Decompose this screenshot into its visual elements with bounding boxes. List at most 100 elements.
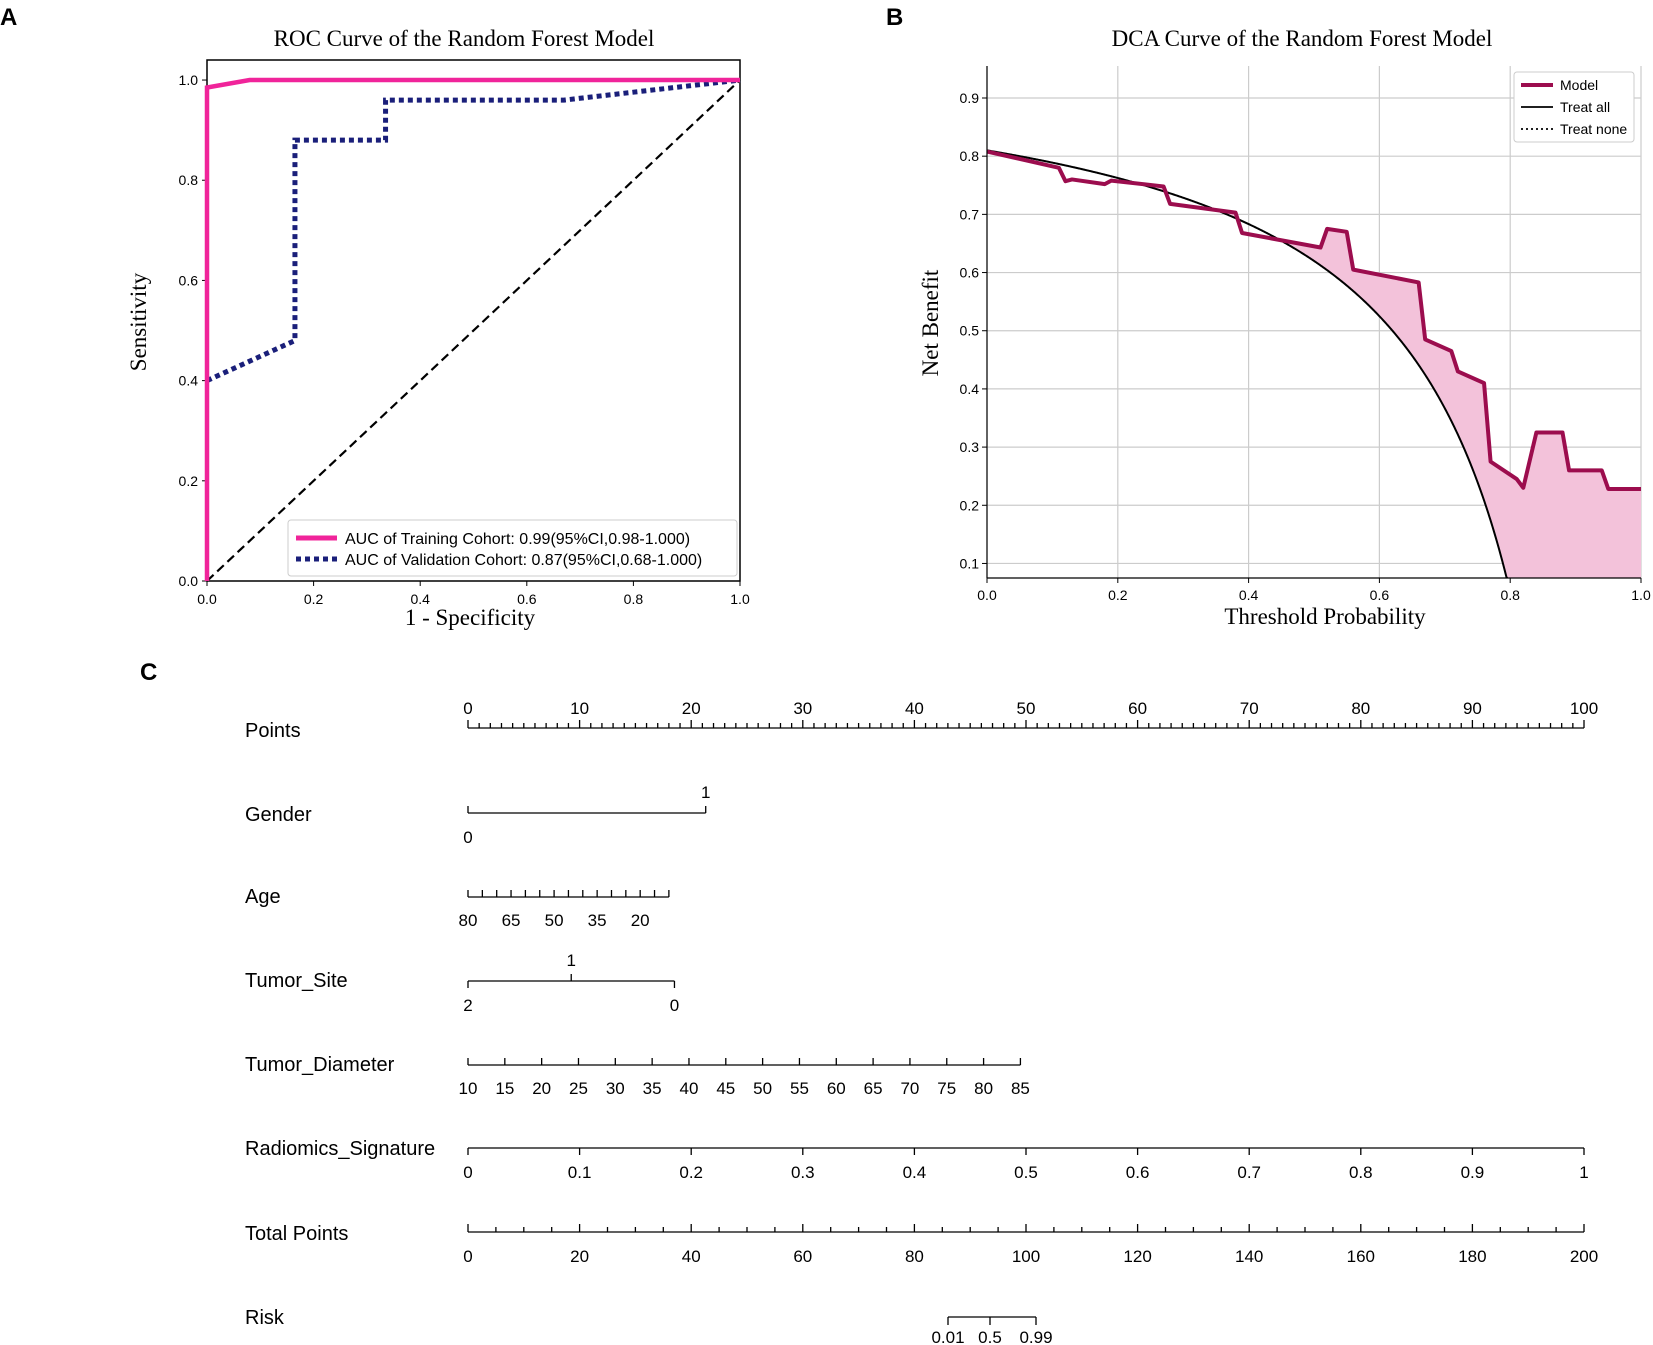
nomo-points-tick-label: 80: [1351, 699, 1370, 718]
nomo-total-tick-label: 160: [1347, 1247, 1375, 1266]
nomo-age-tick-label: 20: [631, 911, 650, 930]
nomo-risk-tick-label: 0.5: [978, 1328, 1002, 1345]
dca-xtick-label: 1.0: [1631, 587, 1651, 603]
roc-legend-valid-label: AUC of Validation Cohort: 0.87(95%CI,0.6…: [345, 552, 702, 569]
nomo-diameter-tick-label: 50: [753, 1079, 772, 1098]
roc-xtick-label: 0.8: [624, 591, 644, 607]
panel-label-c: C: [140, 659, 157, 686]
roc-series: [204, 77, 741, 582]
dca-series: [986, 149, 1641, 579]
panel-a: A ROC Curve of the Random Forest Model 0…: [0, 4, 750, 630]
dca-legend-box: [1513, 71, 1635, 143]
nomo-radiomics-tick-label: 0.4: [903, 1163, 927, 1182]
dca-ytick-label: 0.5: [960, 323, 980, 339]
roc-xlabel: 1 - Specificity: [405, 605, 536, 630]
roc-axis-ticks: 0.0 0.2 0.4 0.6 0.8 1.0 0.0 0.2 0.4 0.6 0.8 1.0: [179, 72, 750, 607]
nomo-radiomics-tick-label: 0.7: [1237, 1163, 1261, 1182]
roc-xtick-label: 1.0: [730, 591, 750, 607]
nomogram-row-labels: Points Gender Age Tumor_Site Tumor_Diame…: [245, 720, 435, 1329]
roc-ylabel: Sensitivity: [126, 272, 151, 371]
nomo-radiomics-tick-label: 0.3: [791, 1163, 815, 1182]
nomo-label-points: Points: [245, 720, 301, 742]
nomo-label-gender: Gender: [245, 804, 312, 826]
nomo-diameter-tick-label: 15: [495, 1079, 514, 1098]
nomo-diameter-tick-label: 65: [864, 1079, 883, 1098]
panel-label-b: B: [886, 4, 903, 31]
roc-ytick-label: 0.6: [179, 272, 199, 288]
nomo-age-tick-label: 65: [502, 911, 521, 930]
dca-xlabel: Threshold Probability: [1224, 604, 1426, 629]
dca-legend-model-label: Model: [1560, 77, 1598, 93]
nomo-points-tick-label: 30: [793, 699, 812, 718]
dca-xtick-label: 0.0: [977, 587, 997, 603]
roc-legend: AUC of Training Cohort: 0.99(95%CI,0.98-…: [287, 519, 738, 577]
nomo-risk-tick-label: 0.99: [1019, 1328, 1052, 1345]
dca-treat-all-line: [986, 149, 1509, 579]
roc-title: ROC Curve of the Random Forest Model: [274, 26, 655, 51]
nomo-age-tick-label: 35: [588, 911, 607, 930]
nomo-total-tick-label: 80: [905, 1247, 924, 1266]
dca-ytick-label: 0.2: [960, 497, 980, 513]
nomo-total-tick-label: 60: [793, 1247, 812, 1266]
nomo-radiomics-tick-label: 1: [1579, 1163, 1588, 1182]
nomo-total-tick-label: 140: [1235, 1247, 1263, 1266]
dca-title: DCA Curve of the Random Forest Model: [1112, 26, 1493, 51]
nomo-total-tick-label: 180: [1458, 1247, 1486, 1266]
dca-ytick-label: 0.9: [960, 90, 980, 106]
roc-ytick-label: 1.0: [179, 72, 199, 88]
nomo-gender-label-0: 0: [463, 828, 472, 847]
nomo-diameter-tick-label: 70: [900, 1079, 919, 1098]
dca-xtick-label: 0.8: [1500, 587, 1520, 603]
nomo-points-tick-label: 10: [570, 699, 589, 718]
nomo-diameter-tick-label: 60: [827, 1079, 846, 1098]
nomo-label-total-points: Total Points: [245, 1223, 348, 1245]
roc-legend-train-label: AUC of Training Cohort: 0.99(95%CI,0.98-…: [345, 531, 690, 548]
nomo-site-label-0: 0: [670, 996, 679, 1015]
roc-xtick-label: 0.6: [517, 591, 537, 607]
nomo-diameter-tick-label: 30: [606, 1079, 625, 1098]
nomo-points-tick-label: 0: [463, 699, 472, 718]
panel-b: B DCA Curve of the Random Forest Model 0…: [886, 4, 1651, 629]
dca-xtick-label: 0.6: [1370, 587, 1390, 603]
dca-ytick-label: 0.8: [960, 148, 980, 164]
nomo-diameter-tick-label: 40: [680, 1079, 699, 1098]
nomo-total-tick-label: 20: [570, 1247, 589, 1266]
dca-legend-treatall-label: Treat all: [1560, 99, 1610, 115]
nomo-risk-tick-label: 0.01: [931, 1328, 964, 1345]
nomo-site-label-1: 1: [566, 951, 575, 970]
nomo-points-tick-label: 20: [682, 699, 701, 718]
roc-ytick-label: 0.0: [179, 573, 199, 589]
nomo-total-tick-label: 200: [1570, 1247, 1598, 1266]
roc-reference-line: [206, 79, 741, 582]
nomo-diameter-tick-label: 35: [643, 1079, 662, 1098]
nomo-label-radiomics-signature: Radiomics_Signature: [245, 1138, 435, 1160]
nomo-label-risk: Risk: [245, 1307, 285, 1329]
nomo-label-tumor-diameter: Tumor_Diameter: [245, 1054, 395, 1076]
nomo-points-tick-label: 90: [1463, 699, 1482, 718]
nomo-diameter-tick-label: 55: [790, 1079, 809, 1098]
nomo-points-tick-label: 50: [1017, 699, 1036, 718]
nomo-radiomics-tick-label: 0: [463, 1163, 472, 1182]
dca-ytick-label: 0.7: [960, 206, 980, 222]
roc-legend-box: [287, 519, 738, 577]
nomo-total-tick-label: 120: [1123, 1247, 1151, 1266]
nomo-radiomics-tick-label: 0.6: [1126, 1163, 1150, 1182]
nomo-site-label-2: 2: [463, 996, 472, 1015]
roc-plot-frame: [206, 59, 741, 582]
nomo-diameter-tick-label: 10: [459, 1079, 478, 1098]
dca-ytick-label: 0.3: [960, 439, 980, 455]
roc-ytick-label: 0.4: [179, 373, 199, 389]
dca-ytick-label: 0.4: [960, 381, 980, 397]
dca-legend: Model Treat all Treat none: [1513, 71, 1635, 143]
roc-ytick-label: 0.2: [179, 473, 199, 489]
nomo-gender-label-1: 1: [701, 783, 710, 802]
panel-label-a: A: [0, 4, 17, 31]
dca-axis-ticks: 0.0 0.2 0.4 0.6 0.8 1.0 0.1 0.2 0.3 0.4 0.5 0.6 0.7 0…: [960, 90, 1651, 603]
nomo-radiomics-tick-label: 0.5: [1014, 1163, 1038, 1182]
nomo-diameter-tick-label: 25: [569, 1079, 588, 1098]
dca-benefit-area: [987, 151, 1641, 578]
roc-xtick-label: 0.4: [410, 591, 430, 607]
nomo-radiomics-tick-label: 0.8: [1349, 1163, 1373, 1182]
dca-legend-treatnone-label: Treat none: [1560, 121, 1627, 137]
